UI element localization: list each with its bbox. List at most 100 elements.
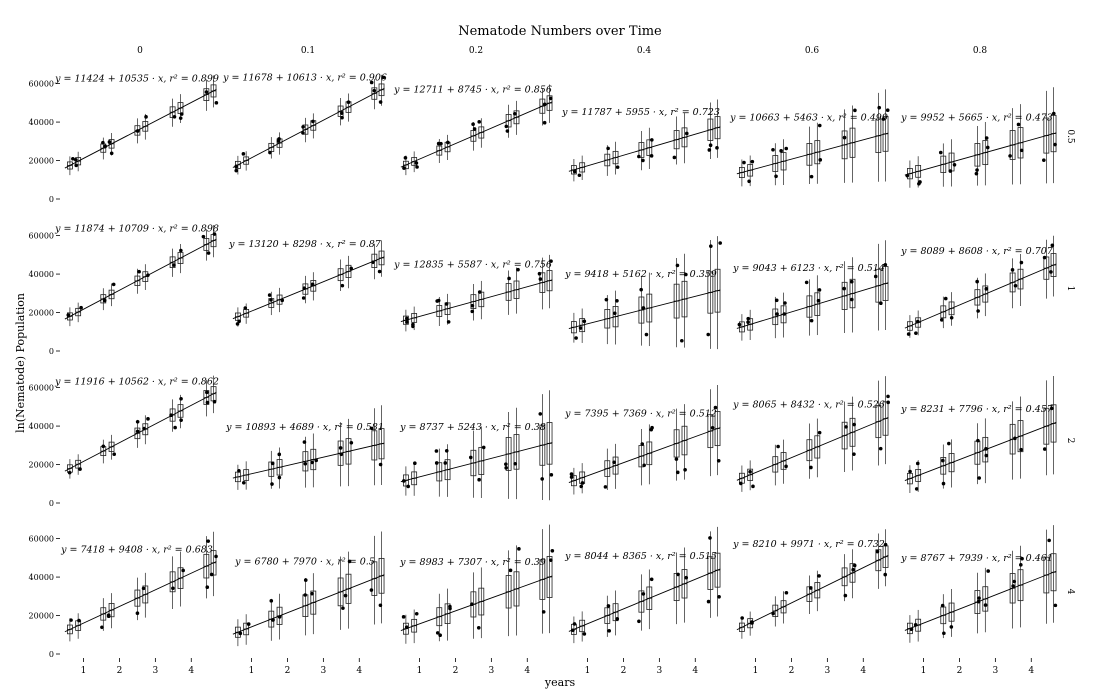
outlier-point [878, 446, 883, 451]
panel: y = 8044 + 8365 · x, r² = 0.515 [564, 526, 721, 644]
outlier-point [784, 590, 789, 595]
outlier-point [844, 425, 848, 429]
outlier-point [237, 319, 241, 324]
regression-equation: y = 6780 + 7970 · x, r² = 0.5 [234, 556, 375, 567]
panel-data [568, 526, 721, 644]
outlier-point [851, 567, 855, 572]
panel: y = 8089 + 8608 · x, r² = 0.707 [900, 235, 1057, 338]
outlier-point [179, 418, 183, 422]
regression-line [568, 126, 721, 172]
outlier-point [100, 625, 104, 630]
outlier-point [214, 554, 218, 559]
outlier-point [672, 155, 677, 160]
regression-line [904, 263, 1057, 329]
panel: y = 8065 + 8432 · x, r² = 0.526 [732, 376, 890, 492]
outlier-point [939, 318, 944, 322]
outlier-point [615, 617, 620, 621]
regression-equation: y = 8737 + 5243 · x, r² = 0.38 [399, 422, 546, 433]
outlier-point [577, 173, 582, 178]
regression-line [904, 570, 1057, 631]
y-tick-label: 40000 [29, 270, 54, 279]
outlier-point [842, 286, 846, 291]
x-tick-label: 3 [824, 666, 830, 676]
outlier-point [549, 558, 553, 562]
regression-line [232, 574, 385, 635]
panel-data [232, 531, 385, 647]
outlier-point [881, 117, 886, 121]
outlier-point [549, 473, 554, 477]
x-tick-label: 1 [249, 666, 255, 676]
column-label: 0 [137, 46, 143, 56]
outlier-point [280, 298, 285, 303]
outlier-point [101, 444, 106, 449]
outlier-point [817, 123, 822, 128]
outlier-point [405, 320, 409, 324]
outlier-point [816, 298, 821, 303]
regression-line [904, 421, 1057, 481]
outlier-point [676, 572, 680, 577]
outlier-point [817, 430, 822, 435]
outlier-point [886, 400, 890, 405]
outlier-point [369, 80, 374, 85]
outlier-point [67, 470, 72, 475]
outlier-point [179, 248, 183, 253]
outlier-point [135, 419, 140, 424]
outlier-point [549, 259, 553, 263]
outlier-point [983, 603, 988, 607]
outlier-point [809, 318, 814, 323]
regression-line [736, 416, 889, 481]
outlier-point [477, 477, 481, 482]
panel: y = 13120 + 8298 · x, r² = 0.87 [228, 239, 385, 327]
outlier-point [974, 171, 979, 176]
outlier-point [949, 625, 954, 629]
outlier-point [406, 484, 411, 489]
outlier-point [715, 146, 719, 150]
outlier-point [277, 137, 281, 141]
outlier-point [1020, 556, 1024, 561]
outlier-point [340, 283, 345, 288]
outlier-point [513, 461, 518, 466]
outlier-point [1042, 255, 1047, 260]
outlier-point [66, 313, 71, 317]
outlier-point [615, 299, 619, 303]
outlier-point [434, 461, 439, 465]
outlier-point [347, 559, 352, 564]
x-tick-label: 4 [1028, 666, 1034, 676]
outlier-point [740, 616, 744, 620]
column-label: 0.6 [805, 46, 820, 56]
panel: y = 10893 + 4689 · x, r² = 0.581 [225, 405, 385, 490]
outlier-point [270, 461, 275, 466]
panel: y = 8767 + 7939 · x, r² = 0.461 [900, 525, 1058, 643]
outlier-point [112, 452, 116, 457]
x-tick-label: 2 [453, 666, 459, 676]
regression-line [64, 391, 217, 472]
x-tick-label: 4 [860, 666, 866, 676]
outlier-point [436, 141, 441, 146]
outlier-point [883, 542, 888, 547]
outlier-point [310, 591, 314, 596]
outlier-point [301, 125, 305, 129]
outlier-point [942, 631, 946, 636]
outlier-point [537, 271, 542, 276]
outlier-point [879, 301, 883, 306]
outlier-point [1053, 603, 1058, 608]
panel-data [736, 89, 890, 187]
regression-line [64, 561, 217, 633]
outlier-point [649, 427, 654, 432]
regression-equation: y = 11916 + 10562 · x, r² = 0.862 [54, 376, 219, 387]
regression-equation: y = 13120 + 8298 · x, r² = 0.87 [228, 239, 382, 250]
outlier-point [476, 625, 481, 630]
outlier-point [310, 282, 315, 287]
outlier-point [975, 168, 979, 172]
panel: y = 7395 + 7369 · x, r² = 0.512 [564, 385, 721, 495]
outlier-point [267, 293, 272, 297]
outlier-point [205, 585, 210, 590]
row-label: 4 [1065, 589, 1075, 595]
outlier-point [402, 166, 406, 170]
outlier-point [684, 272, 688, 277]
regression-line [400, 575, 553, 631]
panel-data [232, 74, 386, 175]
outlier-point [709, 244, 713, 248]
outlier-point [310, 460, 315, 465]
regression-line [400, 101, 553, 168]
